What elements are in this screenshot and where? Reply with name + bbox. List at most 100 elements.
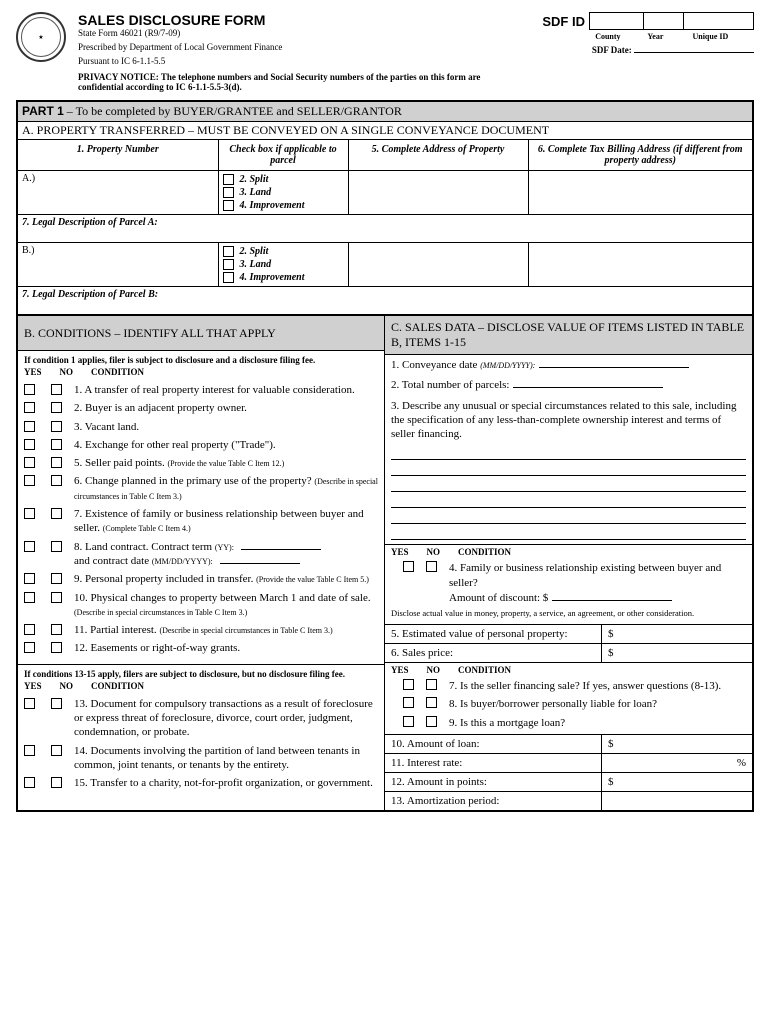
checkbox-cond8-yes[interactable] — [403, 697, 414, 708]
checkbox-no[interactable] — [51, 508, 62, 519]
conveyance-date: 1. Conveyance date (MM/DD/YYYY): — [385, 355, 752, 375]
checkbox-no[interactable] — [51, 592, 62, 603]
right-yn-block-2: YESNOCONDITION 7. Is the seller financin… — [385, 662, 752, 734]
condition-item: 10. Physical changes to property between… — [24, 589, 378, 622]
checkbox-no[interactable] — [51, 573, 62, 584]
checkbox-yes[interactable] — [24, 402, 35, 413]
total-parcels-input[interactable] — [513, 387, 663, 388]
checkbox-cond9-yes[interactable] — [403, 716, 414, 727]
checkbox-yes[interactable] — [24, 592, 35, 603]
condition-item: 5. Seller paid points. (Provide the valu… — [24, 454, 378, 472]
parcel-b-billing[interactable] — [528, 243, 752, 287]
checkbox-yes[interactable] — [24, 642, 35, 653]
checkbox-cond7-yes[interactable] — [403, 679, 414, 690]
checkbox-improvement-b[interactable] — [223, 272, 234, 283]
legal-desc-b[interactable]: 7. Legal Description of Parcel B: — [18, 287, 752, 315]
condition-text: 1. A transfer of real property interest … — [74, 383, 378, 397]
checkbox-cond4-no[interactable] — [426, 561, 437, 572]
interest-rate-input[interactable]: % — [602, 754, 752, 772]
form-title: SALES DISCLOSURE FORM — [78, 12, 542, 28]
points-input[interactable]: $ — [602, 773, 752, 791]
section-b-header: B. CONDITIONS – IDENTIFY ALL THAT APPLY — [18, 315, 384, 351]
sdf-id-boxes[interactable] — [589, 12, 754, 30]
checkbox-no[interactable] — [51, 698, 62, 709]
condition-item: 4. Exchange for other real property ("Tr… — [24, 436, 378, 454]
condition-text: 10. Physical changes to property between… — [74, 591, 378, 620]
loan-amount-input[interactable]: $ — [602, 735, 752, 753]
parcel-b-address[interactable] — [348, 243, 528, 287]
amortization-input[interactable] — [602, 792, 752, 810]
checkbox-yes[interactable] — [24, 457, 35, 468]
checkbox-no[interactable] — [51, 439, 62, 450]
sdf-id-label: SDF ID — [542, 14, 585, 29]
checkbox-yes[interactable] — [24, 698, 35, 709]
checkbox-yes[interactable] — [24, 541, 35, 552]
condition-intro-2: If conditions 13-15 apply, filers are su… — [18, 665, 384, 681]
checkbox-cond9-no[interactable] — [426, 716, 437, 727]
checkbox-yes[interactable] — [24, 421, 35, 432]
checkbox-no[interactable] — [51, 745, 62, 756]
checkbox-yes[interactable] — [24, 745, 35, 756]
legal-desc-a[interactable]: 7. Legal Description of Parcel A: — [18, 215, 752, 243]
condition-item: 14. Documents involving the partition of… — [24, 742, 378, 775]
checkbox-no[interactable] — [51, 624, 62, 635]
parcel-a-number[interactable]: A.) — [18, 171, 218, 215]
desc-line-3[interactable] — [391, 480, 746, 492]
desc-line-2[interactable] — [391, 464, 746, 476]
parcel-a-address[interactable] — [348, 171, 528, 215]
checkbox-cond4-yes[interactable] — [403, 561, 414, 572]
checkbox-split-a[interactable] — [223, 174, 234, 185]
parcel-b-checks: 2. Split 3. Land 4. Improvement — [218, 243, 348, 287]
checkbox-yes[interactable] — [24, 384, 35, 395]
checkbox-yes[interactable] — [24, 439, 35, 450]
checkbox-yes[interactable] — [24, 573, 35, 584]
parcel-a-billing[interactable] — [528, 171, 752, 215]
checkbox-land-b[interactable] — [223, 259, 234, 270]
desc-line-1[interactable] — [391, 448, 746, 460]
checkbox-yes[interactable] — [24, 777, 35, 788]
checkbox-split-b[interactable] — [223, 246, 234, 257]
condition-item: 11. Partial interest. (Describe in speci… — [24, 621, 378, 639]
checkbox-no[interactable] — [51, 475, 62, 486]
condition-item: 13. Document for compulsory transactions… — [24, 695, 378, 742]
checkbox-no[interactable] — [51, 421, 62, 432]
checkbox-cond8-no[interactable] — [426, 697, 437, 708]
condition-text: 4. Exchange for other real property ("Tr… — [74, 438, 378, 452]
checkbox-yes[interactable] — [24, 624, 35, 635]
parcel-a-checks: 2. Split 3. Land 4. Improvement — [218, 171, 348, 215]
sales-price-input[interactable]: $ — [602, 644, 752, 662]
estimated-value-input[interactable]: $ — [602, 625, 752, 643]
desc-line-6[interactable] — [391, 528, 746, 540]
condition-item: 8. Land contract. Contract term (YY): an… — [24, 538, 378, 571]
conditions-13-15: 13. Document for compulsory transactions… — [18, 695, 384, 799]
checkbox-no[interactable] — [51, 402, 62, 413]
checkbox-improvement-a[interactable] — [223, 200, 234, 211]
condition-text: 13. Document for compulsory transactions… — [74, 697, 378, 740]
condition-item: 12. Easements or right-of-way grants. — [24, 639, 378, 657]
col-address: 5. Complete Address of Property — [348, 140, 528, 171]
state-seal: ★ — [16, 12, 66, 62]
parcel-b-number[interactable]: B.) — [18, 243, 218, 287]
condition-text: 2. Buyer is an adjacent property owner. — [74, 401, 378, 415]
checkbox-no[interactable] — [51, 457, 62, 468]
checkbox-yes[interactable] — [24, 475, 35, 486]
desc-line-5[interactable] — [391, 512, 746, 524]
checkbox-yes[interactable] — [24, 508, 35, 519]
part-1-header: PART 1 – To be completed by BUYER/GRANTE… — [18, 102, 752, 122]
discount-input[interactable] — [552, 600, 672, 601]
condition-text: 6. Change planned in the primary use of … — [74, 474, 378, 503]
checkbox-no[interactable] — [51, 777, 62, 788]
condition-text: 7. Existence of family or business relat… — [74, 507, 378, 536]
conveyance-date-input[interactable] — [539, 367, 689, 368]
checkbox-no[interactable] — [51, 541, 62, 552]
desc-line-4[interactable] — [391, 496, 746, 508]
section-a-header: A. PROPERTY TRANSFERRED – MUST BE CONVEY… — [18, 122, 752, 140]
conditions-1-12: 1. A transfer of real property interest … — [18, 381, 384, 664]
checkbox-no[interactable] — [51, 384, 62, 395]
checkbox-land-a[interactable] — [223, 187, 234, 198]
condition-text: 9. Personal property included in transfe… — [74, 572, 378, 586]
sdf-date-input[interactable] — [634, 52, 754, 53]
row-points: 12. Amount in points:$ — [385, 772, 752, 791]
checkbox-cond7-no[interactable] — [426, 679, 437, 690]
checkbox-no[interactable] — [51, 642, 62, 653]
